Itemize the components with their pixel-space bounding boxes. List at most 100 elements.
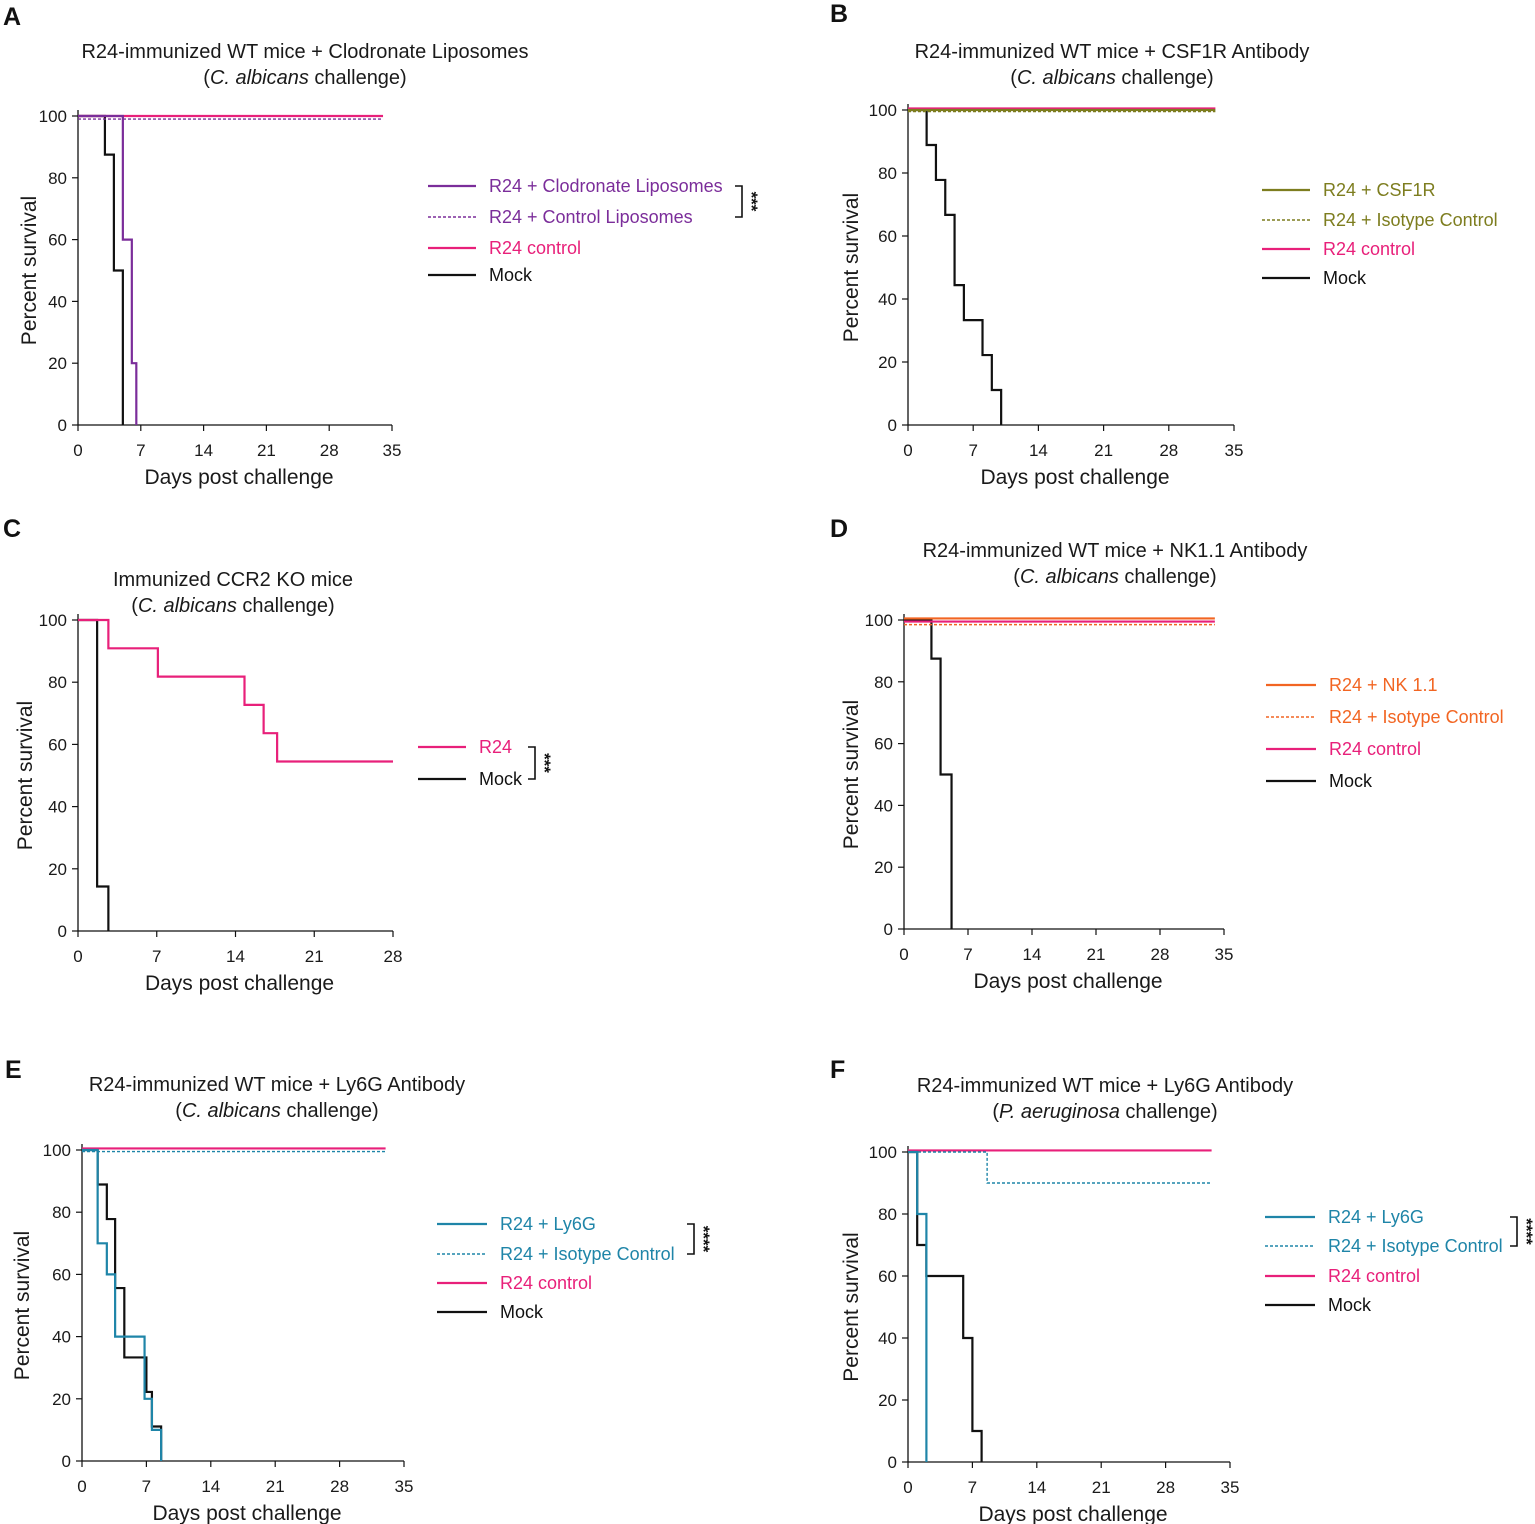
legend-label: R24 + Clodronate Liposomes: [489, 176, 723, 196]
subtitle-rest: challenge): [1120, 1101, 1218, 1123]
subtitle-open: (: [1010, 67, 1017, 89]
legend-label: Mock: [479, 769, 523, 789]
x-tick-label: 28: [384, 947, 403, 966]
y-axis-label: Percent survival: [840, 193, 863, 342]
y-tick-label: 40: [878, 1329, 897, 1348]
x-tick-label: 21: [266, 1477, 285, 1496]
x-tick-label: 14: [194, 441, 213, 460]
y-tick-label: 0: [58, 922, 67, 941]
subtitle-organism: C. albicans: [1017, 67, 1116, 89]
panel-a: A R24-immunized WT mice + Clodronate Lipo…: [3, 3, 761, 489]
x-tick-label: 21: [1094, 441, 1113, 460]
significance-bracket: [687, 1223, 695, 1255]
chart-subtitle: (P. aeruginosa challenge): [992, 1101, 1217, 1123]
panel-label: C: [3, 515, 21, 543]
y-tick-label: 80: [52, 1203, 71, 1222]
legend-label: R24 + CSF1R: [1323, 180, 1436, 200]
x-tick-label: 28: [1156, 1478, 1175, 1497]
y-axis-label: Percent survival: [840, 1232, 863, 1381]
x-axis-label: Days post challenge: [145, 972, 334, 995]
subtitle-organism: P. aeruginosa: [999, 1101, 1120, 1123]
y-tick-label: 80: [878, 1205, 897, 1224]
x-axis-label: Days post challenge: [973, 970, 1162, 993]
series-line-mock: [82, 1148, 163, 1461]
x-axis-label: Days post challenge: [152, 1502, 341, 1524]
y-tick-label: 100: [43, 1141, 71, 1160]
x-tick-label: 21: [257, 441, 276, 460]
y-tick-label: 40: [878, 290, 897, 309]
x-axis-label: Days post challenge: [978, 1503, 1167, 1524]
subtitle-rest: challenge): [309, 67, 407, 89]
y-tick-label: 80: [48, 673, 67, 692]
chart-subtitle: (C. albicans challenge): [203, 67, 406, 89]
y-axis-label: Percent survival: [840, 700, 863, 849]
subtitle-rest: challenge): [1116, 67, 1214, 89]
legend-label: Mock: [489, 265, 533, 285]
x-axis-label: Days post challenge: [144, 466, 333, 489]
subtitle-organism: C. albicans: [210, 67, 309, 89]
legend-label: R24 control: [1329, 739, 1421, 759]
chart-subtitle: (C. albicans challenge): [175, 1100, 378, 1122]
y-tick-label: 60: [48, 735, 67, 754]
legend-label: Mock: [1323, 268, 1367, 288]
series-line-r24-ly6g: [908, 1150, 928, 1462]
x-tick-label: 21: [1092, 1478, 1111, 1497]
subtitle-open: (: [131, 595, 138, 617]
legend-label: R24 control: [1328, 1266, 1420, 1286]
panel-d: D R24-immunized WT mice + NK1.1 Antibody (…: [830, 515, 1504, 993]
y-tick-label: 80: [48, 169, 67, 188]
x-tick-label: 0: [899, 945, 908, 964]
panel-label: F: [830, 1056, 845, 1084]
chart-subtitle: (C. albicans challenge): [131, 595, 334, 617]
subtitle-rest: challenge): [1119, 566, 1217, 588]
chart-title: R24-immunized WT mice + Clodronate Lipos…: [81, 41, 528, 63]
y-tick-label: 20: [52, 1390, 71, 1409]
subtitle-rest: challenge): [237, 595, 335, 617]
series-line-r24-clodronate-liposomes: [78, 114, 138, 425]
legend-label: R24 + Ly6G: [500, 1214, 596, 1234]
x-tick-label: 0: [903, 441, 912, 460]
x-tick-label: 14: [226, 947, 245, 966]
y-tick-label: 60: [52, 1265, 71, 1284]
y-tick-label: 0: [888, 1453, 897, 1472]
chart-subtitle: (C. albicans challenge): [1013, 566, 1216, 588]
y-tick-label: 0: [888, 416, 897, 435]
significance-label: ***: [535, 753, 554, 773]
x-tick-label: 7: [152, 947, 161, 966]
x-tick-label: 7: [963, 945, 972, 964]
x-tick-label: 28: [320, 441, 339, 460]
significance-label: ****: [1517, 1218, 1535, 1245]
y-tick-label: 100: [39, 611, 67, 630]
y-tick-label: 40: [48, 798, 67, 817]
significance-label: ***: [742, 192, 761, 212]
x-tick-label: 35: [1221, 1478, 1240, 1497]
y-tick-label: 0: [884, 920, 893, 939]
series-line-mock: [908, 1150, 983, 1462]
chart-title: Immunized CCR2 KO mice: [113, 569, 353, 591]
subtitle-organism: C. albicans: [138, 595, 237, 617]
y-tick-label: 20: [48, 354, 67, 373]
legend-label: Mock: [1329, 771, 1373, 791]
y-axis-label: Percent survival: [18, 196, 41, 345]
y-tick-label: 20: [874, 858, 893, 877]
panel-label: B: [830, 0, 848, 28]
y-tick-label: 60: [878, 1267, 897, 1286]
y-axis-label: Percent survival: [11, 1231, 34, 1380]
significance-bracket: [528, 746, 536, 780]
x-tick-label: 28: [1151, 945, 1170, 964]
panel-label: D: [830, 515, 848, 543]
y-tick-label: 40: [52, 1328, 71, 1347]
x-axis-label: Days post challenge: [980, 466, 1169, 489]
y-tick-label: 40: [48, 292, 67, 311]
x-tick-label: 0: [903, 1478, 912, 1497]
series-line-mock: [904, 618, 953, 929]
subtitle-open: (: [203, 67, 210, 89]
legend-label: R24 + Isotype Control: [1328, 1236, 1503, 1256]
panel-label: E: [5, 1056, 22, 1084]
y-axis-label: Percent survival: [14, 701, 37, 850]
legend-label: R24 + Isotype Control: [1323, 210, 1498, 230]
x-tick-label: 0: [73, 441, 82, 460]
legend-label: Mock: [1328, 1295, 1372, 1315]
legend-label: R24 control: [500, 1273, 592, 1293]
